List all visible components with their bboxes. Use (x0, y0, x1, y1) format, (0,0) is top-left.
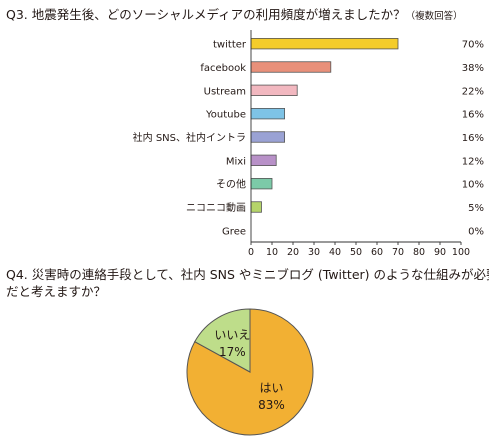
x-tick-label: 50 (350, 247, 362, 258)
pie-value-label: 17% (219, 345, 246, 359)
pie-slice-2 (194, 308, 251, 373)
x-tick-label: 70 (392, 247, 404, 258)
q4-title-line2: だと考えますか？ (6, 284, 107, 299)
category-label: facebook (200, 63, 246, 74)
category-label: 社内 SNS、社内イントラ (133, 131, 246, 144)
x-tick-label: 80 (413, 247, 425, 258)
usage-bar-chart: twitter 70% facebook 38% Ustream 22% Youtube 16… (133, 30, 484, 258)
pie-category-label: はい (259, 381, 283, 395)
category-label: Youtube (205, 110, 246, 121)
value-label: 70% (462, 40, 484, 51)
category-label: ニコニコ動画 (186, 201, 246, 214)
x-tick-label: 20 (287, 247, 299, 258)
value-label: 12% (462, 156, 484, 167)
value-label: 16% (462, 110, 484, 121)
value-label: 22% (462, 86, 484, 97)
q4-title-line1: Q4. 災害時の連絡手段として、社内 SNS やミニブログ (Twitter) … (6, 267, 489, 282)
q3-note: （複数回答） (405, 11, 463, 22)
q4-title: Q4. 災害時の連絡手段として、社内 SNS やミニブログ (Twitter) … (6, 266, 489, 300)
q3-title-text: Q3. 地震発生後、どのソーシャルメディアの利用頻度が増えましたか？ (6, 7, 406, 22)
x-tick-label: 90 (434, 247, 446, 258)
q3-title: Q3. 地震発生後、どのソーシャルメディアの利用頻度が増えましたか？（複数回答） (6, 6, 463, 25)
pie-value-label: 83% (258, 398, 285, 412)
category-label: その他 (216, 178, 246, 191)
category-label: Ustream (204, 86, 246, 97)
x-tick-label: 40 (329, 247, 341, 258)
value-label: 38% (462, 63, 484, 74)
x-tick-label: 30 (308, 247, 320, 258)
x-tick-label: 100 (452, 247, 470, 258)
category-label: twitter (213, 40, 247, 51)
value-label: 16% (462, 133, 484, 144)
value-label: 0% (468, 226, 484, 237)
x-tick-label: 10 (266, 247, 278, 258)
x-tick-label: 0 (248, 247, 254, 258)
value-label: 5% (468, 203, 484, 214)
x-tick-label: 60 (371, 247, 383, 258)
category-label: Mixi (226, 156, 246, 167)
pie-category-label: いいえ (214, 328, 250, 342)
category-label: Gree (222, 226, 246, 237)
value-label: 10% (462, 180, 484, 191)
